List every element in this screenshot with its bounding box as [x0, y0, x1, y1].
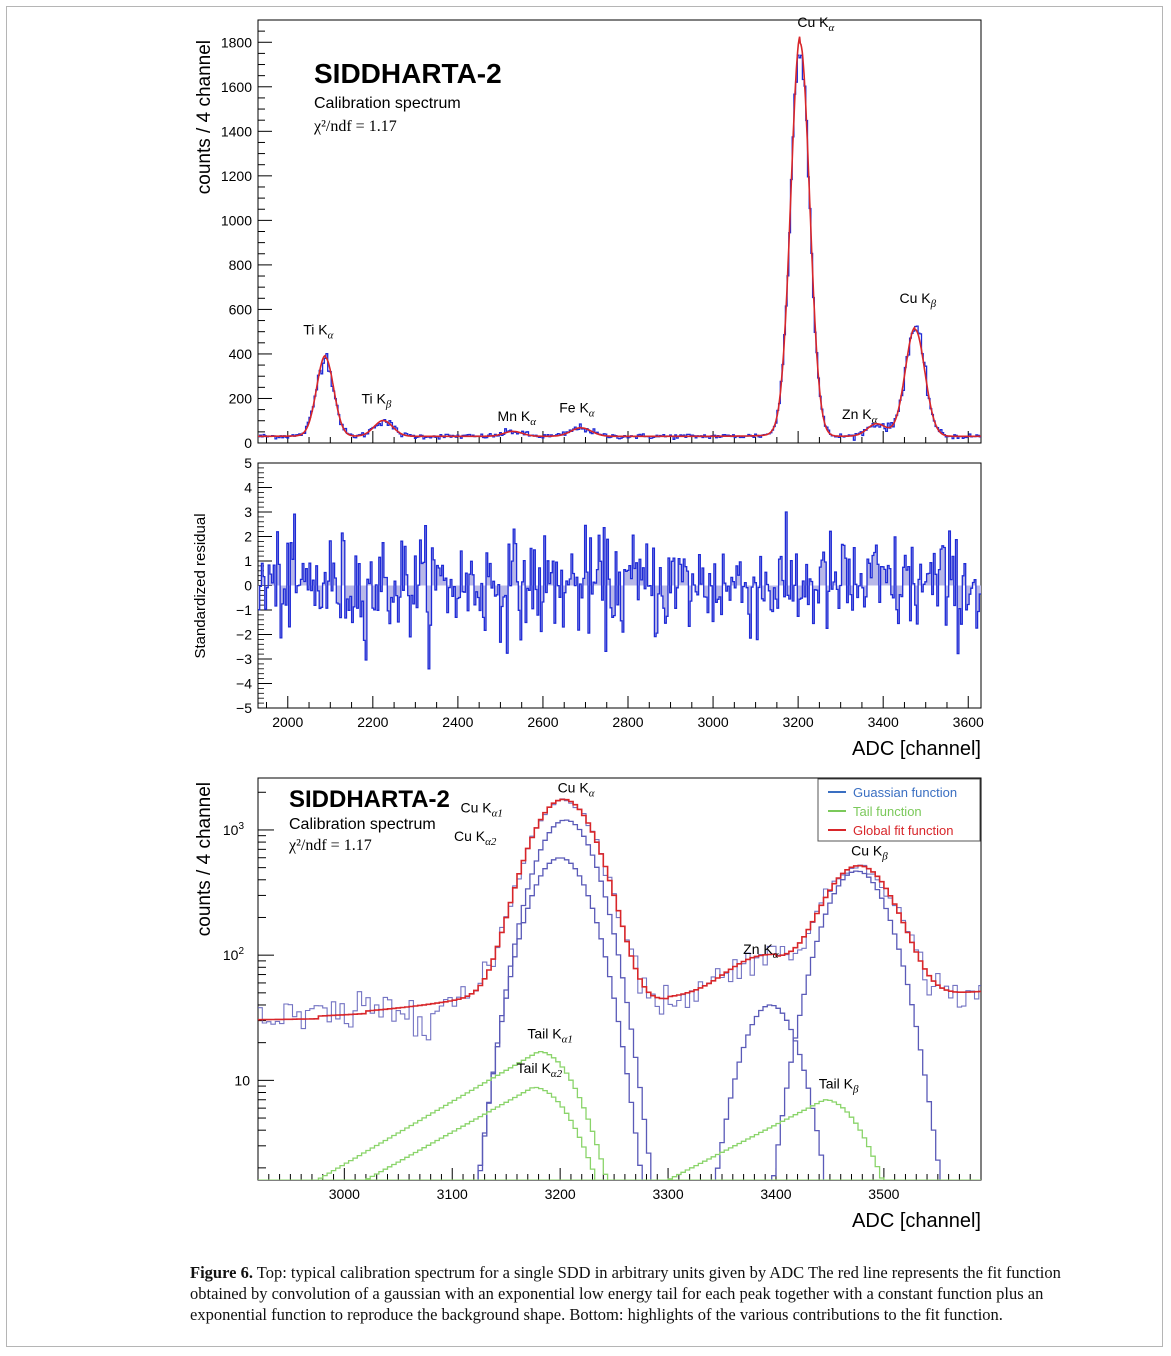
legend: Guassian function Tail function Global fit… [817, 778, 981, 842]
y-tick-label: 102 [223, 946, 245, 963]
y-tick-label: 1000 [221, 212, 252, 228]
log-peak-label: Cu Kα2 [454, 828, 497, 848]
log-peak-label: Zn Kα [743, 941, 779, 961]
top-peak-label: Cu Kα [797, 14, 834, 34]
x-tick-label: 3400 [760, 1186, 791, 1202]
gaussian-curve [258, 870, 981, 1180]
caption-text: Top: typical calibration spectrum for a … [190, 1263, 1061, 1324]
log-peak-label: Tail Kβ [819, 1075, 859, 1095]
log-peak-label: Tail Kα2 [517, 1060, 563, 1080]
top-peak-label: Zn Kα [842, 406, 878, 426]
x-tick-label: 3000 [329, 1186, 360, 1202]
x-tick-label: 3000 [697, 714, 728, 730]
figure-frame [6, 6, 1163, 1347]
tail-curve [258, 1086, 981, 1180]
tail-curve [258, 1050, 981, 1180]
top-spectrum-panel: 0 200 400 600 800 1000 1200 1400 1600 1800 counts … [194, 14, 982, 451]
log-chi2: χ²/ndf = 1.17 [288, 837, 372, 854]
caption-label: Figure 6. [190, 1263, 253, 1282]
y-tick-label: 5 [244, 455, 252, 471]
y-tick-label: 1400 [221, 123, 252, 139]
y-tick-label: −2 [236, 627, 252, 643]
top-peak-label: Fe Kα [559, 399, 595, 419]
x-tick-label: 2200 [357, 714, 388, 730]
global-fit-line [258, 798, 981, 1021]
y-tick-label: 600 [229, 301, 253, 317]
y-tick-label: 3 [244, 504, 252, 520]
x-tick-label: 3200 [545, 1186, 576, 1202]
x-tick-label: 3300 [652, 1186, 683, 1202]
gaussian-curve [258, 819, 981, 1180]
top-chi2: χ²/ndf = 1.17 [313, 118, 397, 135]
y-tick-label: 4 [244, 480, 252, 496]
y-tick-label: 200 [229, 390, 253, 406]
residual-panel: −5 −4 −3 −2 −1 0 1 2 3 4 5 2000 2200 2400 2600 2800 3000… [192, 455, 984, 760]
x-tick-label: 2800 [612, 714, 643, 730]
x-tick-label: 3100 [437, 1186, 468, 1202]
y-tick-label: 1800 [221, 34, 252, 50]
y-tick-label: 1200 [221, 168, 252, 184]
y-tick-label: 0 [244, 435, 252, 451]
top-title: SIDDHARTA-2 [314, 58, 502, 89]
top-fit-line [258, 36, 981, 438]
x-tick-label: 3200 [783, 714, 814, 730]
y-tick-label: 1 [244, 553, 252, 569]
log-subtitle: Calibration spectrum [289, 816, 436, 833]
x-tick-label: 2000 [272, 714, 303, 730]
x-tick-label: 2400 [442, 714, 473, 730]
log-ylabel: counts / 4 channel [194, 782, 215, 936]
y-tick-label: −1 [236, 602, 252, 618]
x-tick-label: 3500 [868, 1186, 899, 1202]
top-peak-label: Ti Kα [303, 321, 333, 341]
top-peak-label: Ti Kβ [361, 390, 391, 410]
log-peak-label: Cu Kα1 [460, 800, 502, 820]
top-ylabel: counts / 4 channel [194, 40, 215, 194]
figure-canvas: 0 200 400 600 800 1000 1200 1400 1600 1800 counts … [192, 14, 984, 1232]
x-tick-label: 2600 [527, 714, 558, 730]
y-tick-label: 10 [234, 1072, 250, 1088]
x-tick-label: 3400 [868, 714, 899, 730]
top-peak-label: Mn Kα [498, 408, 537, 428]
residual-ylabel: Standardized residual [192, 513, 209, 658]
legend-label: Global fit function [853, 823, 953, 838]
residual-histogram [258, 511, 981, 670]
y-tick-label: 800 [229, 257, 253, 273]
legend-label: Guassian function [853, 785, 957, 800]
residual-xlabel: ADC [channel] [852, 738, 981, 760]
log-peak-label: Cu Kβ [851, 843, 888, 863]
log-xlabel: ADC [channel] [852, 1210, 981, 1232]
y-tick-label: 1600 [221, 79, 252, 95]
top-subtitle: Calibration spectrum [314, 95, 461, 112]
log-spectrum-panel: 10 102 103 3000 3100 3200 3300 3400 3500 counts /… [194, 777, 982, 1232]
y-tick-label: −3 [236, 651, 252, 667]
log-peak-label: Cu Kα [558, 780, 595, 800]
top-peak-label: Cu Kβ [899, 290, 936, 310]
tail-curve [258, 1099, 981, 1180]
log-plot-content [258, 798, 981, 1180]
legend-label: Tail function [853, 804, 922, 819]
x-tick-label: 3600 [953, 714, 984, 730]
log-title: SIDDHARTA-2 [289, 786, 450, 813]
figure-caption: Figure 6. Top: typical calibration spect… [190, 1262, 1110, 1325]
y-tick-label: 400 [229, 346, 253, 362]
log-peak-label: Tail Kα1 [527, 1026, 573, 1046]
y-tick-label: −5 [236, 700, 252, 716]
y-tick-label: 103 [223, 821, 245, 838]
gaussian-curve [258, 857, 981, 1180]
y-tick-label: 0 [244, 578, 252, 594]
y-tick-label: 2 [244, 529, 252, 545]
top-data-histogram [258, 54, 981, 441]
y-tick-label: −4 [236, 676, 252, 692]
